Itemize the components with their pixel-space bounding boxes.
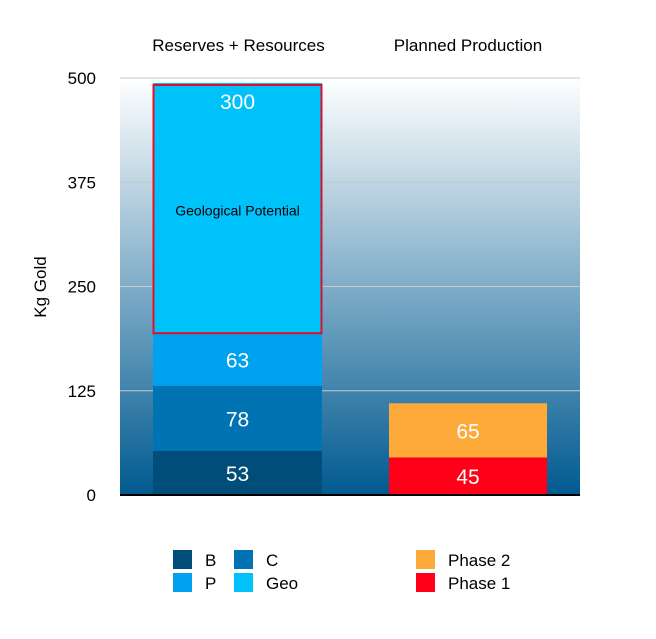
data-label: 63 bbox=[226, 349, 249, 372]
y-tick-label: 0 bbox=[87, 486, 96, 505]
legend-label: P bbox=[205, 574, 216, 593]
legend-swatch bbox=[416, 573, 435, 592]
legend-swatch bbox=[234, 550, 253, 569]
legend-swatch bbox=[416, 550, 435, 569]
y-tick-label: 250 bbox=[68, 278, 96, 297]
bar-segment-c bbox=[153, 385, 322, 451]
annotation-label: Geological Potential bbox=[175, 202, 300, 218]
legend-label: B bbox=[205, 551, 216, 570]
data-label: 78 bbox=[226, 408, 249, 431]
bar-segment-phase-2 bbox=[389, 403, 547, 458]
category-label: Planned Production bbox=[394, 36, 542, 55]
legend-label: Geo bbox=[266, 574, 298, 593]
bar-segment-b bbox=[153, 450, 322, 495]
y-tick-label: 125 bbox=[68, 382, 96, 401]
bar-segment-p bbox=[153, 333, 322, 386]
category-label: Reserves + Resources bbox=[152, 36, 324, 55]
legend-label: Phase 2 bbox=[448, 551, 510, 570]
y-axis-label: Kg Gold bbox=[31, 256, 50, 317]
legend-label: C bbox=[266, 551, 278, 570]
data-label: 65 bbox=[456, 420, 479, 443]
y-tick-label: 375 bbox=[68, 173, 96, 192]
data-label: 53 bbox=[226, 463, 249, 486]
bar-segment-geo bbox=[153, 83, 322, 334]
data-label: 45 bbox=[456, 466, 479, 489]
data-label: 300 bbox=[220, 91, 255, 114]
legend-swatch bbox=[173, 550, 192, 569]
y-tick-label: 500 bbox=[68, 69, 96, 88]
legend-swatch bbox=[234, 573, 253, 592]
bar-segment-phase-1 bbox=[389, 457, 547, 495]
annotation-outline bbox=[152, 84, 323, 335]
legend-label: Phase 1 bbox=[448, 574, 510, 593]
legend-swatch bbox=[173, 573, 192, 592]
